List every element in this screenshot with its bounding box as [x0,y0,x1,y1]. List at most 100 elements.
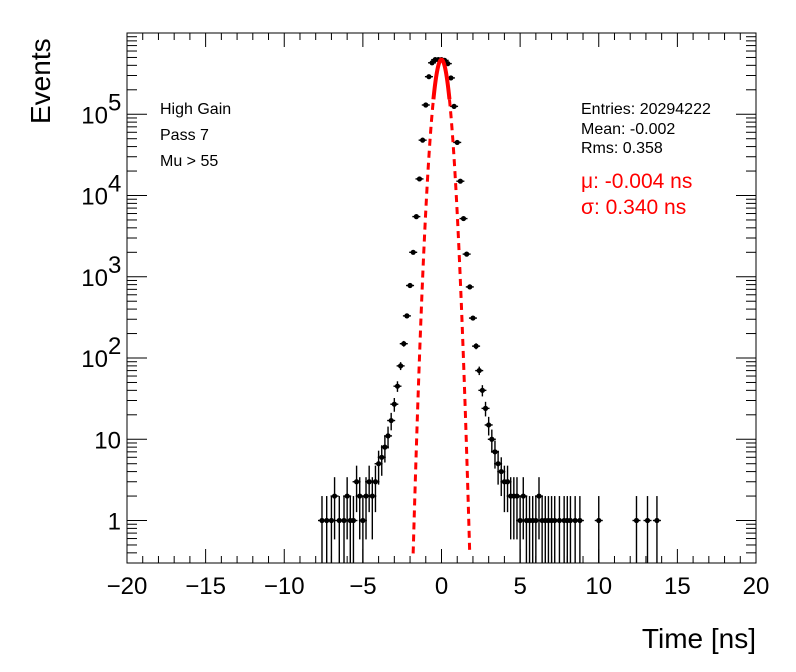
data-point [482,405,489,411]
fit-tail-right [447,99,472,554]
data-point [382,444,388,450]
data-point [577,517,583,524]
y-tick-label: 10 [81,346,108,373]
data-point [376,461,382,467]
data-point [451,103,457,109]
data-point [324,517,330,524]
data-point [410,249,416,255]
data-point [445,61,451,67]
data-point [454,139,460,146]
data-point [429,60,435,66]
data-points [319,57,660,524]
y-tick-exponent: 5 [108,89,121,116]
y-tick-label: 10 [94,427,121,454]
label-pass: Pass 7 [160,127,209,144]
x-tick-label: 20 [743,573,770,600]
fit-curve [411,57,472,554]
data-point [492,449,498,455]
x-tick-label: −5 [349,573,376,600]
fit-sigma-text: σ: 0.340 ns [581,196,686,219]
label-high-gain: High Gain [160,101,231,118]
data-point [363,493,369,499]
data-point [350,517,357,524]
data-point [517,517,523,524]
data-point [644,517,651,524]
x-tick-labels: −20 −15 −10 −5 0 5 10 15 20 [107,573,770,600]
data-point [486,422,492,428]
data-point [514,493,520,499]
data-point [328,517,335,524]
data-point [556,517,563,524]
stats-entries: Entries: 20294222 [581,101,711,118]
data-point [404,313,410,319]
data-point [467,284,473,290]
data-point [331,493,338,499]
data-point [398,363,404,369]
data-point [360,517,366,524]
data-point [353,479,360,485]
data-point [470,315,476,321]
label-mu-cut: Mu > 55 [160,153,218,170]
data-point [473,343,479,349]
data-point [416,176,423,182]
x-tick-label: 15 [664,573,691,600]
y-tick-exponent: 4 [108,171,121,198]
data-point [344,493,350,499]
data-point [341,517,347,524]
y-axis-title: Events [25,38,56,124]
data-point [457,178,463,184]
data-point [426,74,432,80]
x-tick-label: 5 [513,573,526,600]
data-point [536,493,542,499]
data-point [596,517,602,524]
data-point [394,383,401,389]
y-tick-label: 10 [81,184,108,211]
data-point [319,517,325,524]
data-point [372,479,379,485]
y-tick-label: 10 [81,265,108,292]
x-axis-title: Time [ns] [642,623,756,654]
data-point [479,387,485,393]
data-point [464,251,470,257]
data-point [567,517,574,524]
fit-tail-left [411,99,435,554]
y-tick-label: 1 [108,509,121,536]
x-tick-label: 0 [435,573,448,600]
data-point [448,75,454,81]
data-point [489,436,495,442]
data-point [379,454,385,460]
data-point [369,493,375,499]
y-tick-label: 10 [81,102,108,129]
data-point [388,417,394,424]
stats-mean: Mean: -0.002 [581,121,675,138]
data-point [476,367,482,374]
x-tick-label: −20 [107,573,148,600]
data-point [391,401,397,407]
y-tick-exponent: 2 [108,333,121,360]
data-point [357,493,363,499]
data-point [413,214,419,220]
data-point [401,341,407,347]
fit-mu-text: μ: -0.004 ns [581,170,692,193]
x-tick-label: −10 [264,573,305,600]
data-point [366,479,372,485]
x-tick-label: 10 [585,573,612,600]
data-point [633,517,640,524]
axis-ticks [126,33,757,564]
data-point [520,493,526,499]
data-point [495,461,501,467]
data-point [407,282,413,289]
data-point [533,517,539,524]
fit-core [431,57,452,100]
x-tick-label: −15 [185,573,226,600]
data-point [498,468,504,475]
data-point [552,517,558,524]
data-point [654,517,660,524]
data-point [385,433,391,439]
y-tick-exponent: 3 [108,252,121,279]
data-point [572,517,578,524]
data-point [423,102,429,108]
data-point [420,137,426,143]
